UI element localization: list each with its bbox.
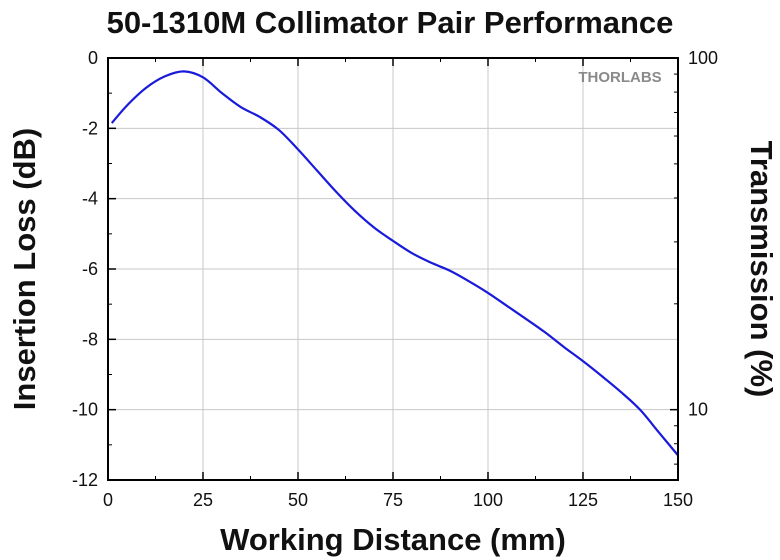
y-tick-label: -4 (82, 189, 98, 209)
y-tick-label: 0 (88, 48, 98, 68)
x-tick-label: 0 (103, 490, 113, 510)
y-tick-label: -2 (82, 118, 98, 138)
y-tick-label: -6 (82, 259, 98, 279)
x-tick-label: 100 (473, 490, 503, 510)
x-tick-label: 25 (193, 490, 213, 510)
grid (108, 58, 678, 480)
x-tick-label: 150 (663, 490, 693, 510)
y2-axis-label: Transmission (%) (744, 141, 779, 398)
y2-tick-label: 100 (688, 48, 718, 68)
series-layer (110, 70, 679, 457)
insertion-loss-line (110, 70, 679, 457)
y2-tick-label: 10 (688, 400, 708, 420)
x-axis-label: Working Distance (mm) (220, 522, 566, 557)
y-tick-label: -10 (72, 400, 98, 420)
tick-labels: 0 25 50 75 100 125 150 0 -2 -4 -6 -8 -10 -12 100 10 (72, 48, 718, 510)
thorlabs-logo: THORLABS (578, 69, 661, 86)
x-tick-label: 50 (288, 490, 308, 510)
chart-title: 50-1310M Collimator Pair Performance (107, 5, 674, 40)
x-tick-label: 75 (383, 490, 403, 510)
y-tick-label: -12 (72, 470, 98, 490)
ticks (107, 57, 679, 481)
x-tick-label: 125 (568, 490, 598, 510)
y-tick-label: -8 (82, 329, 98, 349)
y-axis-label: Insertion Loss (dB) (7, 128, 42, 410)
